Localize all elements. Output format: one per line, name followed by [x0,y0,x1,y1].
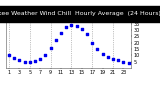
Point [80,28,83,29]
Point [34,60,36,62]
Point [13,57,16,58]
Point [49,47,52,48]
Point [107,56,109,57]
Point [101,53,104,55]
Point [23,61,26,62]
Point [112,58,114,60]
Point [55,39,57,41]
Point [127,62,130,64]
Point [44,55,47,56]
Point [75,25,78,27]
Point [96,48,99,50]
Point [60,32,62,33]
Point [86,33,88,34]
Point [91,42,93,43]
Point [28,61,31,62]
Point [70,24,73,26]
Point [117,60,120,61]
Point [8,55,10,56]
Point [39,58,41,60]
Point [65,27,68,28]
Point [122,61,125,62]
Title: Milwaukee Weather Wind Chill  Hourly Average  (24 Hours): Milwaukee Weather Wind Chill Hourly Aver… [0,11,160,16]
Point [18,60,21,61]
